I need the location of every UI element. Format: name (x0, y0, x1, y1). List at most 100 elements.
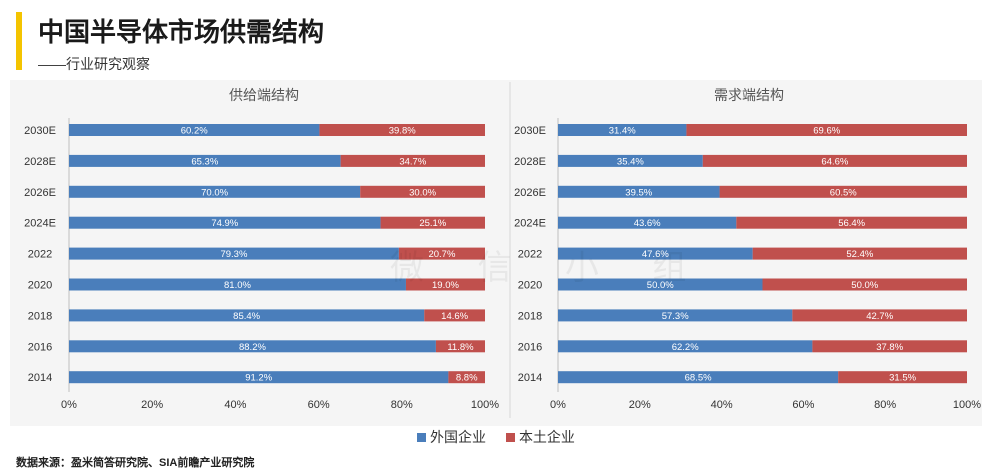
x-tick-label: 80% (874, 399, 896, 411)
x-tick-label: 60% (308, 399, 330, 411)
category-label: 2016 (518, 341, 542, 353)
bar-foreign (69, 185, 361, 198)
page-subtitle: ——行业研究观察 (38, 56, 150, 72)
data-label: 81.0% (224, 280, 251, 291)
data-label: 64.6% (821, 156, 848, 167)
x-tick-label: 100% (471, 399, 499, 411)
bar-foreign (558, 124, 687, 136)
data-label: 19.0% (432, 280, 459, 291)
bar-foreign (558, 278, 763, 291)
category-label: 2014 (28, 372, 52, 384)
data-label: 25.1% (419, 218, 446, 229)
x-tick-label: 40% (711, 399, 733, 411)
title-accent-bar (16, 12, 22, 70)
x-tick-label: 0% (61, 399, 77, 411)
x-tick-label: 100% (953, 399, 981, 411)
bar-domestic (405, 278, 485, 291)
data-label: 79.3% (220, 249, 247, 260)
legend-swatch-domestic (505, 432, 515, 442)
data-label: 47.6% (642, 249, 669, 260)
category-label: 2026E (514, 187, 546, 199)
category-label: 2018 (28, 310, 52, 322)
data-label: 91.2% (245, 373, 272, 384)
bar-domestic (380, 216, 485, 229)
legend-label-foreign: 外国企业 (430, 429, 487, 445)
bar-foreign (558, 216, 737, 229)
category-label: 2014 (518, 372, 542, 384)
data-label: 65.3% (191, 156, 218, 167)
bar-domestic (686, 124, 967, 136)
charts-svg: 供给端结构 2030E 60.2% 39.8% 2028E 65.3% 34.7% 2026E… (24, 82, 981, 418)
bar-domestic (792, 309, 967, 322)
category-label: 2030E (24, 125, 56, 137)
x-tick-label: 80% (391, 399, 413, 411)
data-label: 34.7% (399, 156, 426, 167)
bar-foreign (69, 278, 406, 291)
category-label: 2024E (514, 218, 546, 230)
x-tick-label: 20% (141, 399, 163, 411)
page-title: 中国半导体市场供需结构 (38, 17, 325, 47)
x-tick-label: 20% (629, 399, 651, 411)
data-label: 50.0% (647, 280, 674, 291)
bar-foreign (558, 340, 813, 353)
bar-domestic (448, 371, 485, 384)
bar-domestic (812, 340, 967, 353)
data-label: 52.4% (846, 249, 873, 260)
data-label: 14.6% (441, 311, 468, 322)
category-label: 2022 (28, 249, 52, 261)
data-label: 62.2% (672, 342, 699, 353)
x-tick-label: 60% (792, 399, 814, 411)
bar-domestic (360, 185, 485, 198)
data-label: 60.5% (830, 187, 857, 198)
data-label: 43.6% (634, 218, 661, 229)
bar-domestic (319, 124, 485, 136)
legend: 外国企业 本土企业 (0, 427, 992, 447)
data-label: 74.9% (211, 218, 238, 229)
source-note: 数据来源：盈米简答研究院、SIA前瞻产业研究院 (16, 457, 255, 469)
category-label: 2026E (24, 187, 56, 199)
bar-domestic (719, 185, 967, 198)
bar-foreign (558, 371, 839, 384)
data-label: 30.0% (409, 187, 436, 198)
category-label: 2030E (514, 125, 546, 137)
data-label: 69.6% (813, 126, 840, 137)
data-label: 85.4% (233, 311, 260, 322)
bar-domestic (398, 247, 485, 260)
legend-swatch-foreign (417, 432, 427, 442)
data-label: 50.0% (851, 280, 878, 291)
data-label: 57.3% (662, 311, 689, 322)
data-label: 88.2% (239, 342, 266, 353)
bar-foreign (558, 185, 720, 198)
bar-domestic (752, 247, 967, 260)
category-label: 2016 (28, 341, 52, 353)
data-label: 42.7% (866, 311, 893, 322)
category-label: 2024E (24, 218, 56, 230)
legend-item-domestic: 本土企业 (505, 427, 575, 447)
data-label: 60.2% (181, 126, 208, 137)
bar-foreign (69, 124, 320, 136)
bar-foreign (558, 154, 703, 167)
category-label: 2020 (518, 280, 542, 292)
bar-foreign (69, 247, 399, 260)
bar-foreign (69, 340, 436, 353)
data-label: 56.4% (838, 218, 865, 229)
data-label: 31.5% (889, 373, 916, 384)
data-label: 20.7% (428, 249, 455, 260)
bar-domestic (424, 309, 485, 322)
chart-title-0: 供给端结构 (229, 87, 299, 103)
bar-foreign (69, 154, 341, 167)
bar-foreign (69, 309, 425, 322)
bar-foreign (69, 216, 381, 229)
data-label: 11.8% (447, 342, 474, 353)
bar-domestic (762, 278, 967, 291)
bar-domestic (702, 154, 967, 167)
category-label: 2028E (514, 156, 546, 168)
bar-foreign (558, 247, 753, 260)
bar-domestic (435, 340, 485, 353)
data-label: 68.5% (685, 373, 712, 384)
x-tick-label: 40% (224, 399, 246, 411)
data-label: 8.8% (456, 373, 478, 384)
category-label: 2020 (28, 280, 52, 292)
bar-domestic (838, 371, 967, 384)
legend-item-foreign: 外国企业 (417, 427, 486, 447)
